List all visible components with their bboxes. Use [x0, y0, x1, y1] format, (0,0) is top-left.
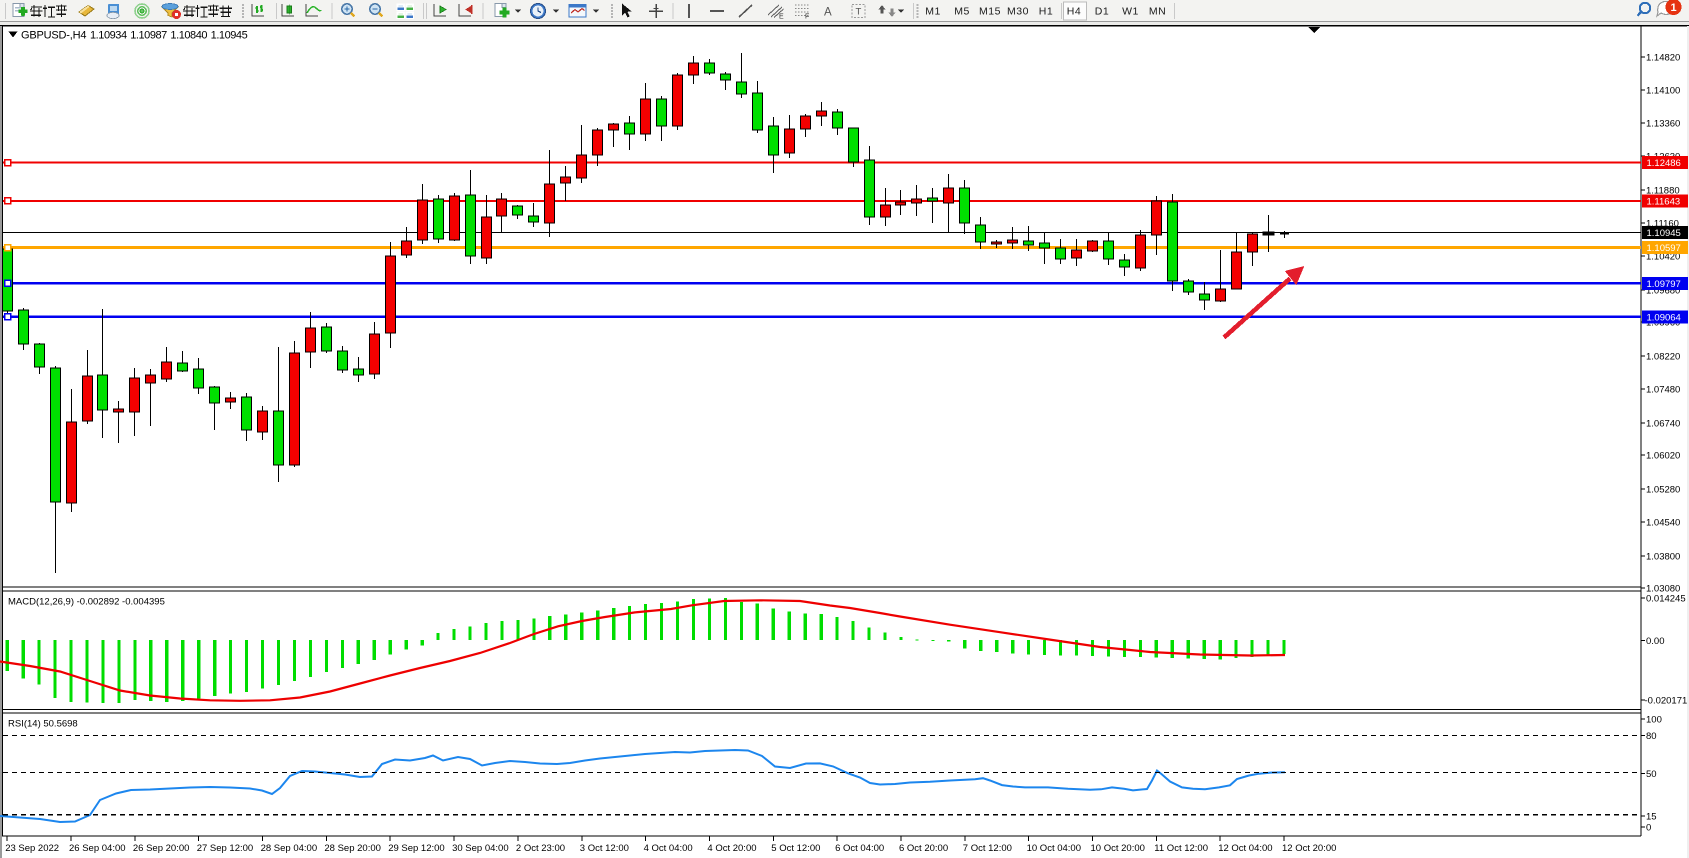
svg-text:15: 15: [1646, 812, 1657, 823]
svg-text:23 Sep 2022: 23 Sep 2022: [5, 843, 59, 854]
svg-text:4 Oct 04:00: 4 Oct 04:00: [644, 843, 693, 854]
svg-text:1.09680: 1.09680: [1646, 286, 1680, 297]
svg-text:H1: H1: [1039, 6, 1053, 18]
svg-text:M5: M5: [954, 6, 970, 18]
svg-text:1.14820: 1.14820: [1646, 53, 1680, 64]
svg-text:MACD(12,26,9) -0.002892 -0.004: MACD(12,26,9) -0.002892 -0.004395: [8, 597, 165, 608]
svg-text:1.10945: 1.10945: [1647, 228, 1681, 239]
svg-text:0: 0: [1646, 823, 1651, 834]
svg-text:3 Oct 12:00: 3 Oct 12:00: [580, 843, 629, 854]
svg-text:1.11643: 1.11643: [1647, 196, 1681, 207]
svg-text:26 Sep 20:00: 26 Sep 20:00: [133, 843, 190, 854]
svg-text:1.09064: 1.09064: [1647, 312, 1681, 323]
svg-text:M15: M15: [979, 6, 1001, 18]
svg-text:27 Sep 12:00: 27 Sep 12:00: [197, 843, 254, 854]
svg-text:1.13360: 1.13360: [1646, 119, 1680, 130]
svg-text:0.014245: 0.014245: [1646, 594, 1686, 605]
svg-text:MN: MN: [1149, 6, 1166, 18]
svg-text:M1: M1: [925, 6, 941, 18]
svg-text:28 Sep 20:00: 28 Sep 20:00: [324, 843, 381, 854]
svg-text:2 Oct 23:00: 2 Oct 23:00: [516, 843, 565, 854]
svg-text:M30: M30: [1007, 6, 1029, 18]
svg-text:1.11160: 1.11160: [1646, 219, 1679, 230]
svg-text:1.06740: 1.06740: [1646, 419, 1680, 430]
svg-text:5 Oct 12:00: 5 Oct 12:00: [771, 843, 820, 854]
svg-text:1.10934 1.10987 1.10840 1.1094: 1.10934 1.10987 1.10840 1.10945: [90, 30, 248, 42]
svg-text:1.09797: 1.09797: [1647, 279, 1681, 290]
svg-text:80: 80: [1646, 731, 1657, 742]
svg-text:28 Sep 04:00: 28 Sep 04:00: [261, 843, 318, 854]
svg-text:1.06020: 1.06020: [1646, 451, 1680, 462]
svg-text:0.00: 0.00: [1646, 636, 1665, 647]
svg-text:T: T: [856, 7, 862, 18]
svg-text:GBPUSD-,H4: GBPUSD-,H4: [21, 30, 86, 42]
svg-text:50: 50: [1646, 769, 1657, 780]
svg-text:10 Oct 04:00: 10 Oct 04:00: [1027, 843, 1081, 854]
svg-text:W1: W1: [1122, 6, 1139, 18]
svg-text:100: 100: [1646, 715, 1662, 726]
svg-text:26 Sep 04:00: 26 Sep 04:00: [69, 843, 126, 854]
svg-text:6 Oct 04:00: 6 Oct 04:00: [835, 843, 884, 854]
svg-text:30 Sep 04:00: 30 Sep 04:00: [452, 843, 509, 854]
svg-text:1.07480: 1.07480: [1646, 385, 1680, 396]
svg-text:1.03800: 1.03800: [1646, 552, 1680, 563]
svg-text:1.11880: 1.11880: [1646, 186, 1680, 197]
svg-text:1.03080: 1.03080: [1646, 584, 1680, 595]
svg-text:F: F: [805, 14, 809, 21]
svg-text:10 Oct 20:00: 10 Oct 20:00: [1091, 843, 1145, 854]
svg-text:12 Oct 04:00: 12 Oct 04:00: [1218, 843, 1272, 854]
svg-text:12 Oct 20:00: 12 Oct 20:00: [1282, 843, 1336, 854]
svg-text:1.10420: 1.10420: [1646, 252, 1680, 263]
svg-text:1.14100: 1.14100: [1646, 86, 1680, 97]
svg-text:6 Oct 20:00: 6 Oct 20:00: [899, 843, 948, 854]
svg-text:29 Sep 12:00: 29 Sep 12:00: [388, 843, 445, 854]
svg-text:1.10597: 1.10597: [1647, 243, 1681, 254]
svg-text:D1: D1: [1095, 6, 1109, 18]
svg-text:-0.020171: -0.020171: [1645, 696, 1688, 707]
svg-text:7 Oct 12:00: 7 Oct 12:00: [963, 843, 1012, 854]
svg-text:A: A: [824, 7, 832, 19]
svg-text:11 Oct 12:00: 11 Oct 12:00: [1154, 843, 1208, 854]
svg-text:1.04540: 1.04540: [1646, 518, 1680, 529]
svg-text:1.12486: 1.12486: [1647, 158, 1681, 169]
svg-text:H4: H4: [1067, 6, 1081, 18]
svg-text:1.08220: 1.08220: [1646, 352, 1680, 363]
svg-text:1.05280: 1.05280: [1646, 485, 1680, 496]
svg-text:4 Oct 20:00: 4 Oct 20:00: [707, 843, 756, 854]
svg-text:RSI(14) 50.5698: RSI(14) 50.5698: [8, 719, 78, 730]
svg-text:E: E: [779, 14, 784, 21]
svg-text:1: 1: [1670, 2, 1676, 14]
